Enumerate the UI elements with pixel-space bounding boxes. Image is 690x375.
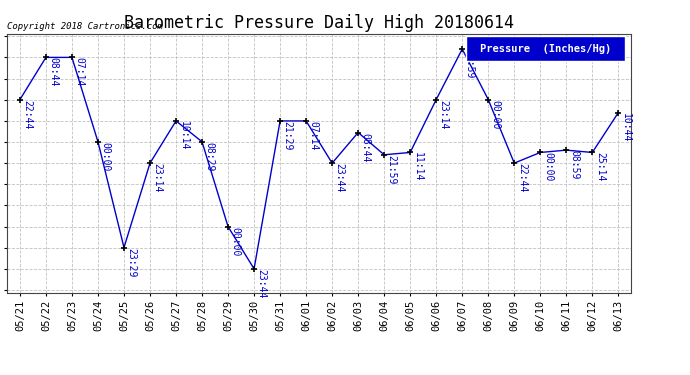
Text: 00:00: 00:00 (491, 100, 501, 129)
Text: 22:44: 22:44 (23, 100, 32, 129)
Text: 11:14: 11:14 (413, 153, 423, 182)
Text: 00:00: 00:00 (230, 226, 241, 256)
Text: 21:29: 21:29 (283, 121, 293, 150)
Text: 23:44: 23:44 (257, 269, 266, 298)
Text: 08:59: 08:59 (569, 150, 579, 180)
Text: 00:00: 00:00 (101, 142, 110, 171)
Text: 07:14: 07:14 (308, 121, 319, 150)
Text: 10:14: 10:14 (179, 121, 188, 150)
Text: 22:44: 22:44 (517, 163, 527, 192)
Text: 21:59: 21:59 (387, 155, 397, 184)
Text: 08:29: 08:29 (205, 142, 215, 171)
Text: Copyright 2018 Cartronics.com: Copyright 2018 Cartronics.com (7, 22, 163, 31)
Title: Barometric Pressure Daily High 20180614: Barometric Pressure Daily High 20180614 (124, 14, 514, 32)
Text: 08:59: 08:59 (465, 49, 475, 78)
Text: 10:44: 10:44 (621, 112, 631, 142)
Text: 23:29: 23:29 (126, 248, 137, 277)
Text: 08:44: 08:44 (48, 57, 59, 87)
Text: 23:44: 23:44 (335, 163, 345, 192)
Text: 25:14: 25:14 (595, 153, 605, 182)
Text: 08:44: 08:44 (361, 132, 371, 162)
Text: 23:14: 23:14 (152, 163, 163, 192)
Text: 23:14: 23:14 (439, 100, 449, 129)
Text: 07:14: 07:14 (75, 57, 85, 87)
Text: 00:00: 00:00 (543, 153, 553, 182)
